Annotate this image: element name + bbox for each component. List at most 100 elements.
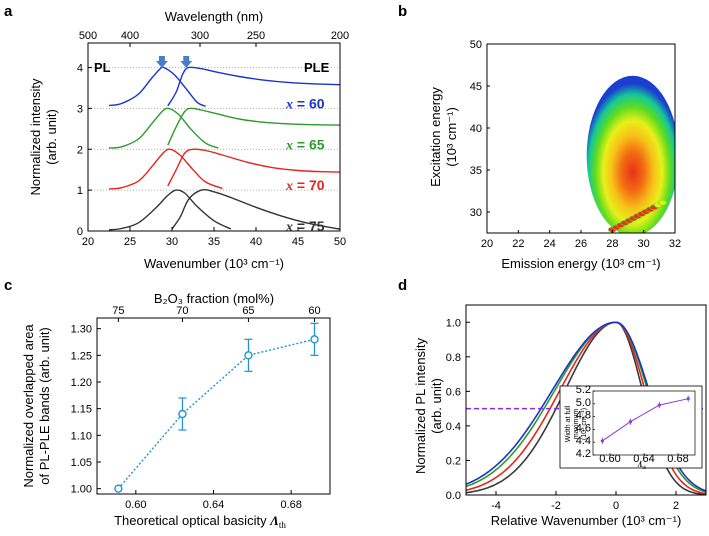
panel-c-top-tick-label-1: 70: [176, 305, 188, 317]
panel-a-y-tick-label-4: 4: [77, 63, 83, 75]
panel-c-point-1: [178, 409, 187, 419]
panel-a-pl-curve-0: [108, 189, 232, 231]
panel-a-x-tick-label-0: 20: [82, 236, 94, 248]
panel-d-y-axis-title: Normalized PL intensity: [413, 337, 428, 474]
panel-c-top-tick-label-2: 65: [242, 305, 254, 317]
panel-d-inset-x-title-symbol: Λ: [637, 461, 643, 469]
panel-d-y-tick-label-1: 0.2: [446, 455, 461, 467]
panel-a-series-label-0: x = 75: [285, 218, 325, 235]
panel-a-top-tick-label-0: 500: [79, 30, 97, 42]
panel-d-inset-y-tick-label-1: 4.4: [576, 435, 591, 447]
panel-label-b: b: [398, 3, 407, 20]
panel-d-x-tick-label-1: -2: [551, 500, 561, 512]
panel-b-diag-point-12: [658, 199, 667, 206]
panel-d-inset-point-3: [686, 397, 690, 401]
panel-d-y-tick-label-2: 0.4: [446, 421, 461, 433]
panel-c-top-axis-title: B₂O₃ fraction (mol%): [154, 291, 274, 306]
panel-a-ple-label: PLE: [304, 60, 330, 75]
panel-b-y-axis-title-2: (10³ cm⁻¹): [444, 107, 459, 167]
panel-d-inset-x-title: Λth: [637, 461, 647, 471]
panel-d-y-tick-label-5: 1.0: [446, 317, 461, 329]
panel-d-x-ticks: -4 -2 0 2: [491, 491, 679, 512]
panel-a-arrows: [155, 56, 193, 68]
panel-a-x-tick-label-3: 35: [208, 236, 220, 248]
panel-a-y-axis-title-2: (arb. unit): [44, 109, 59, 165]
panel-a-y-tick-label-3: 3: [77, 103, 83, 115]
panel-b-scatter-line: [608, 199, 667, 233]
panel-b-y-ticks: 30 35 40 45 50: [470, 39, 490, 219]
panel-d-x-tick-label-2: 0: [613, 500, 619, 512]
panel-c-lambda-subscript: th: [279, 520, 287, 530]
panel-label-a: a: [4, 3, 13, 20]
panel-c-top-tick-label-3: 60: [308, 305, 320, 317]
panel-c-x-axis-title-text: Theoretical optical basicity: [114, 513, 267, 528]
panel-d-x-axis-title: Relative Wavenumber (10³ cm⁻¹): [491, 513, 682, 528]
panel-d-inset-data: [600, 395, 690, 445]
panel-b-intensity-peak: [586, 75, 675, 233]
panel-a-arrow-0: [155, 56, 168, 68]
panel-label-c: c: [4, 277, 12, 294]
panel-a-top-tick-label-2: 300: [191, 30, 209, 42]
panel-a-x-tick-label-1: 25: [124, 236, 136, 248]
panel-d-inset-y-title: Width at full: [565, 405, 572, 442]
panel-d-inset-x-tick-label-2: 0.68: [667, 453, 688, 465]
panel-c-y-tick-label-6: 1.30: [71, 324, 92, 336]
panel-a-top-tick-label-3: 250: [247, 30, 265, 42]
panel-d-inset-y-title-2: maximum: [573, 409, 580, 440]
panel-d-inset-line: [602, 398, 689, 442]
panel-d-inset-point-1: [628, 420, 633, 424]
panel-c-x-tick-label-2: 0.68: [280, 499, 301, 511]
panel-c-y-tick-label-0: 1.00: [71, 484, 92, 496]
panel-d-inset-y-tick-label-4: 5.0: [576, 397, 591, 409]
panel-c-point-0: [114, 484, 123, 493]
panel-b-y-tick-label-3: 45: [470, 81, 482, 93]
panel-label-d: d: [398, 277, 407, 294]
panel-d-y-ticks: 0.0 0.2 0.4 0.6 0.8 1.0: [446, 317, 470, 502]
panel-a-x-axis-title: Wavenumber (10³ cm⁻¹): [144, 256, 284, 271]
panel-a-series-label-x-2: x: [285, 138, 293, 153]
panel-a-ple-curve-3: [167, 66, 341, 107]
panel-a-x-ticks: 20 25 30 35 40 45 50: [82, 227, 346, 248]
panel-c-data: [114, 322, 319, 493]
panel-a-x-tick-label-6: 50: [334, 236, 346, 248]
panel-a-series-label-x-3: x: [285, 97, 293, 112]
panel-a-arrow-1: [180, 56, 193, 68]
panel-a-series-label-value-3: = 60: [293, 95, 325, 111]
panel-c-y-tick-label-3: 1.15: [71, 404, 92, 416]
panel-c-y-axis-title-2: of PL-PLE bands (arb. unit): [37, 327, 52, 485]
panel-b-y-tick-label-1: 35: [470, 165, 482, 177]
panel-d-normalized-pl: -4 -2 0 2 0.0 0.2 0.4 0.6 0.8 1.0 Relative Waven…: [413, 304, 707, 528]
panel-a-series-label-value-2: = 65: [293, 136, 325, 152]
panel-a-series-label-value-0: = 75: [293, 218, 325, 234]
panel-b-y-axis-title: Excitation energy: [428, 87, 443, 187]
panel-d-inset-x-tick-label-1: 0.64: [633, 453, 654, 465]
panel-c-point-3: [310, 335, 319, 344]
panel-a-top-tick-label-4: 200: [331, 30, 349, 42]
panel-a-top-axis-title: Wavelength (nm): [165, 9, 264, 24]
panel-c-overlap-vs-basicity: 0.60 0.64 0.68 1.00 1.05 1.10 1.15 1.20 1.25 1.3…: [21, 291, 331, 530]
panel-d-inset-y-tick-label-3: 4.8: [576, 410, 591, 422]
panel-a-series-group: [88, 66, 341, 231]
panel-a-pl-curve-2: [108, 107, 219, 149]
panel-c-x-tick-label-1: 0.64: [203, 499, 224, 511]
panel-a-x-tick-label-2: 30: [166, 236, 178, 248]
panel-a-series-label-x-0: x: [285, 220, 293, 235]
panel-a-pl-label: PL: [94, 60, 111, 75]
panel-d-inset-y-tick-label-5: 5.2: [576, 384, 591, 396]
panel-c-y-tick-label-4: 1.20: [71, 377, 92, 389]
panel-d-y-tick-label-3: 0.6: [446, 386, 461, 398]
panel-b-x-tick-label-5: 30: [638, 238, 650, 250]
panel-c-x-tick-label-0: 0.60: [125, 499, 146, 511]
panel-a-pl-curve-1: [108, 148, 223, 190]
panel-a-pl-ple-spectra: 20 25 30 35 40 45 50 0 1 2 3 4 500 400 300 250 200 Wav…: [28, 9, 349, 271]
panel-b-y-tick-label-4: 50: [470, 39, 482, 51]
panel-d-y-tick-label-0: 0.0: [446, 490, 461, 502]
panel-b-excitation-emission-map: 20 22 24 26 28 30 32 30 35 40 45 50 Emission energ…: [428, 39, 681, 271]
panel-b-y-tick-label-2: 40: [470, 123, 482, 135]
panel-c-x-axis-title: Theoretical optical basicity Λth: [114, 513, 286, 530]
panel-c-top-tick-label-0: 75: [112, 305, 124, 317]
panel-a-series-label-2: x = 65: [285, 136, 325, 153]
panel-d-inset-x-title-subscript: th: [642, 466, 646, 471]
panel-c-frame: [96, 317, 331, 495]
panel-a-top-tick-label-1: 400: [121, 30, 139, 42]
